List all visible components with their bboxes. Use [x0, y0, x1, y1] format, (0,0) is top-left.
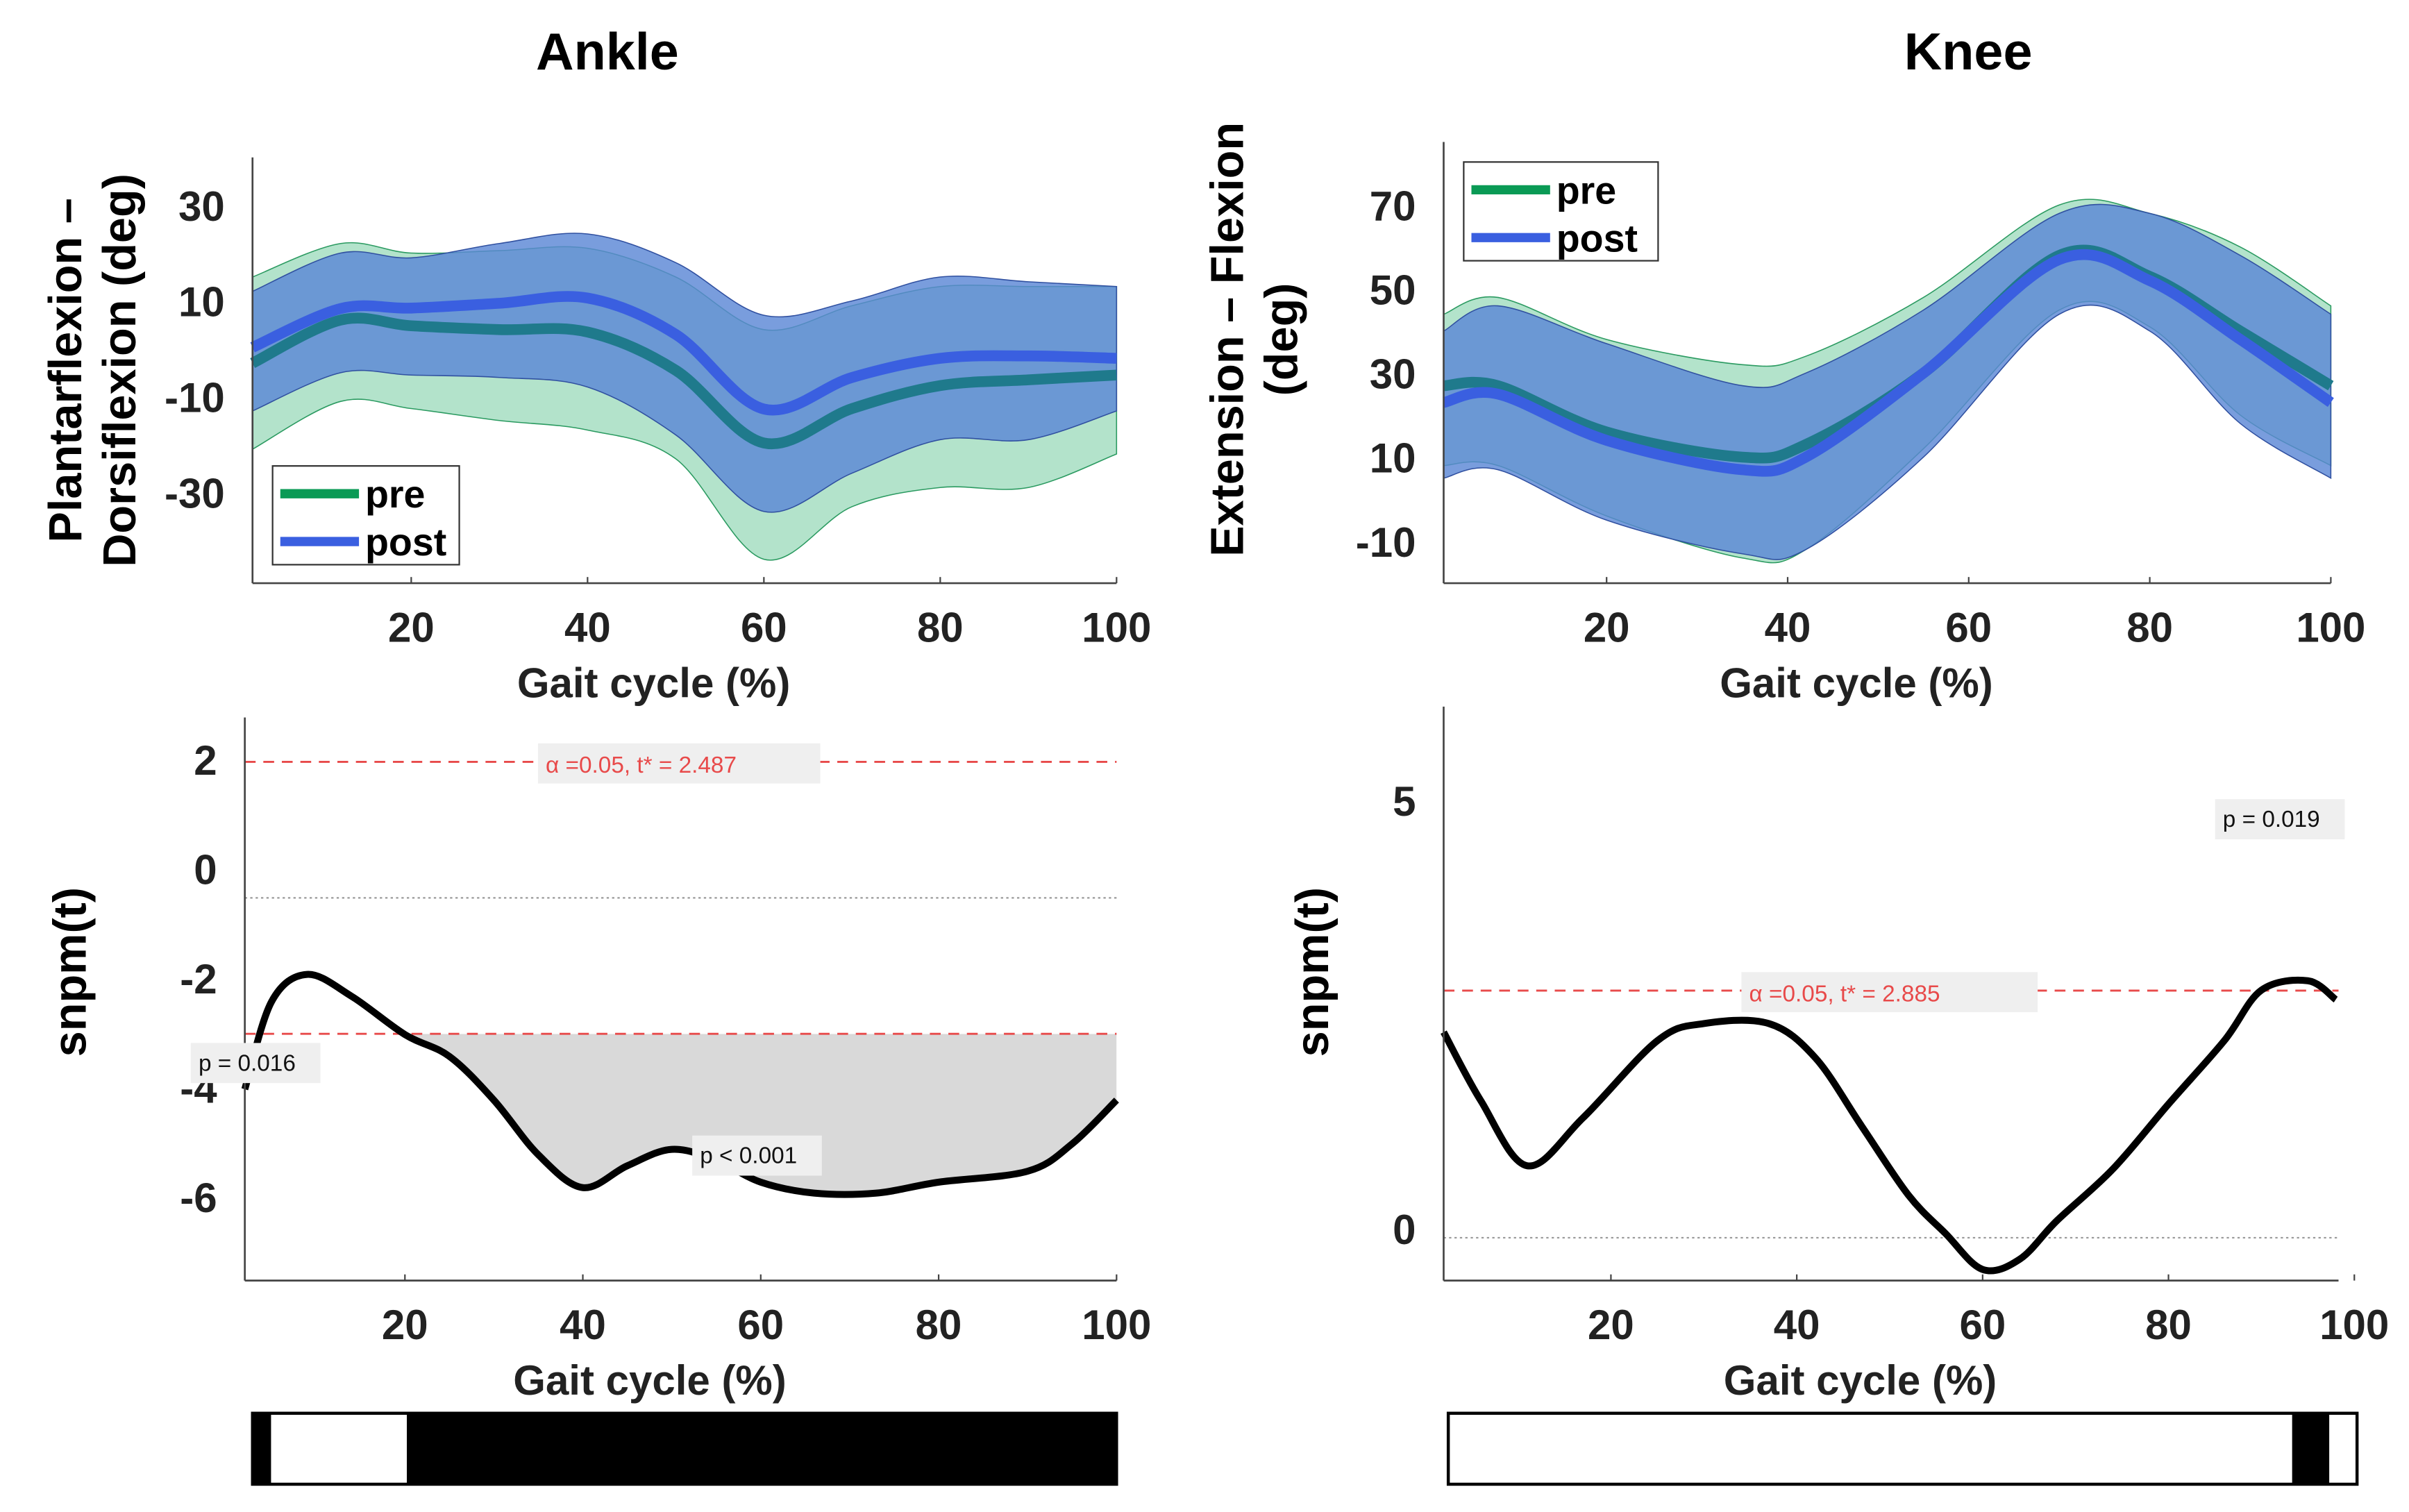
significant-region — [406, 1413, 1117, 1484]
y-tick-label: 30 — [1370, 351, 1416, 398]
post-legend-label: post — [1556, 217, 1638, 260]
x-tick-label: 100 — [2296, 605, 2365, 651]
significant-region — [252, 1413, 271, 1484]
x-axis-label: Gait cycle (%) — [517, 660, 791, 707]
cluster-p-value: p = 0.019 — [2223, 807, 2320, 832]
y-tick-label: -6 — [180, 1175, 217, 1221]
y-tick-label: -2 — [180, 956, 217, 1002]
threshold-annotation: α =0.05, t* = 2.487 — [546, 753, 737, 778]
x-tick-label: 80 — [917, 605, 964, 651]
significance-bar — [1446, 1411, 2359, 1486]
x-tick-label: 60 — [1959, 1302, 2006, 1348]
x-axis-label: Gait cycle (%) — [513, 1357, 787, 1404]
x-tick-label: 80 — [916, 1302, 962, 1348]
y-tick-label: 70 — [1370, 183, 1416, 229]
post-sd-band — [1443, 203, 2332, 560]
x-tick-label: 60 — [737, 1302, 784, 1348]
y-axis-label: snpm(t) — [45, 887, 96, 1057]
x-tick-label: 20 — [382, 1302, 428, 1348]
threshold-annotation: α =0.05, t* = 2.885 — [1749, 981, 1940, 1007]
cluster-p-value-bg — [190, 1043, 321, 1084]
legend: pre post — [1463, 161, 1659, 262]
y-tick-label: 2 — [194, 737, 217, 784]
cluster-p-value-bg — [692, 1135, 822, 1176]
y-axis-label: snpm(t) — [1287, 887, 1338, 1057]
y-tick-label: 0 — [1393, 1207, 1416, 1253]
y-tick-label: 0 — [194, 846, 217, 893]
x-axis-label: Gait cycle (%) — [1720, 660, 1992, 707]
y-tick-label: -30 — [165, 470, 225, 516]
cluster-p-value: p < 0.001 — [700, 1143, 797, 1169]
post-mean-line — [250, 291, 1117, 416]
x-tick-label: 40 — [1765, 605, 1811, 651]
legend-box — [1463, 161, 1659, 262]
y-axis-label: Plantarflexion – — [40, 198, 92, 542]
pre-legend-label: pre — [365, 473, 425, 516]
x-tick-label: 80 — [2145, 1302, 2192, 1348]
post-mean-line — [1442, 249, 2334, 477]
y-tick-label: -10 — [1356, 519, 1416, 566]
y-tick-label: 50 — [1370, 267, 1416, 314]
pre-mean-line — [250, 312, 1117, 450]
x-tick-label: 20 — [388, 605, 435, 651]
significant-region — [2292, 1413, 2330, 1484]
x-tick-label: 40 — [1774, 1302, 1820, 1348]
suprathreshold-cluster — [403, 1034, 1117, 1195]
legend-box — [271, 465, 460, 566]
x-tick-label: 60 — [1945, 605, 1992, 651]
x-tick-label: 20 — [1588, 1302, 1634, 1348]
snpm-curve — [1441, 976, 2338, 1275]
y-tick-label: 10 — [178, 279, 225, 326]
x-tick-label: 60 — [741, 605, 787, 651]
x-tick-label: 100 — [2319, 1302, 2389, 1348]
x-tick-label: 40 — [560, 1302, 606, 1348]
snpm-curve — [241, 971, 1119, 1198]
x-tick-label: 100 — [1082, 1302, 1151, 1348]
x-tick-label: 100 — [1082, 605, 1151, 651]
y-tick-label: 5 — [1393, 778, 1416, 825]
knee-title: Knee — [1904, 23, 2033, 81]
post-legend-label: post — [365, 521, 446, 564]
cluster-p-value: p = 0.016 — [199, 1050, 296, 1076]
x-axis-label: Gait cycle (%) — [1724, 1357, 1997, 1404]
pre-legend-label: pre — [1556, 169, 1616, 212]
threshold-annotation-bg — [1741, 972, 2038, 1013]
x-tick-label: 20 — [1584, 605, 1630, 651]
x-tick-label: 80 — [2126, 605, 2173, 651]
x-tick-label: 40 — [564, 605, 611, 651]
y-tick-label: 30 — [178, 183, 225, 230]
y-axis-label: Dorsiflexion (deg) — [94, 174, 146, 567]
threshold-annotation-bg — [537, 743, 821, 784]
y-axis-label: Extension – Flexion — [1202, 122, 1254, 557]
y-axis-label: (deg) — [1256, 283, 1307, 396]
legend: pre post — [271, 465, 460, 566]
y-tick-label: -10 — [165, 375, 225, 421]
ankle-title: Ankle — [536, 23, 679, 81]
cluster-p-value-bg — [2215, 799, 2345, 840]
y-tick-label: 10 — [1370, 435, 1416, 482]
